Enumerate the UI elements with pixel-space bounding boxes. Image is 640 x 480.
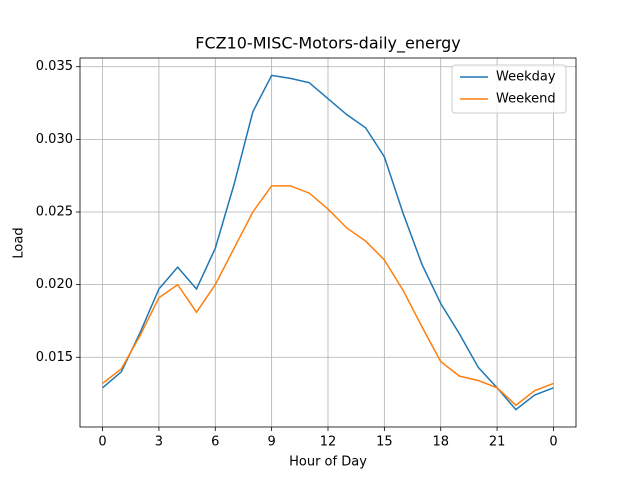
- x-tick-label: 0: [549, 435, 557, 450]
- y-tick-label: 0.035: [36, 59, 73, 74]
- series-line: [102, 74, 554, 411]
- y-tick-label: 0.015: [36, 350, 73, 365]
- series-line: [102, 185, 554, 407]
- legend-label: Weekday: [496, 70, 556, 85]
- y-tick-label: 0.020: [36, 277, 73, 292]
- x-tick-label: 21: [489, 435, 506, 450]
- y-tick-label: 0.025: [36, 204, 73, 219]
- x-tick-label: 15: [376, 435, 393, 450]
- y-tick-label: 0.030: [36, 132, 73, 147]
- x-tick-label: 3: [155, 435, 163, 450]
- legend-label: Weekend: [496, 92, 556, 107]
- x-tick-label: 9: [267, 435, 275, 450]
- x-tick-label: 12: [320, 435, 337, 450]
- y-axis-label: Load: [12, 227, 27, 258]
- x-tick-label: 18: [432, 435, 449, 450]
- x-axis-label: Hour of Day: [289, 455, 367, 470]
- chart-title: FCZ10-MISC-Motors-daily_energy: [195, 34, 461, 54]
- x-tick-label: 0: [98, 435, 106, 450]
- axes-frame: [79, 57, 577, 428]
- x-tick-label: 6: [211, 435, 219, 450]
